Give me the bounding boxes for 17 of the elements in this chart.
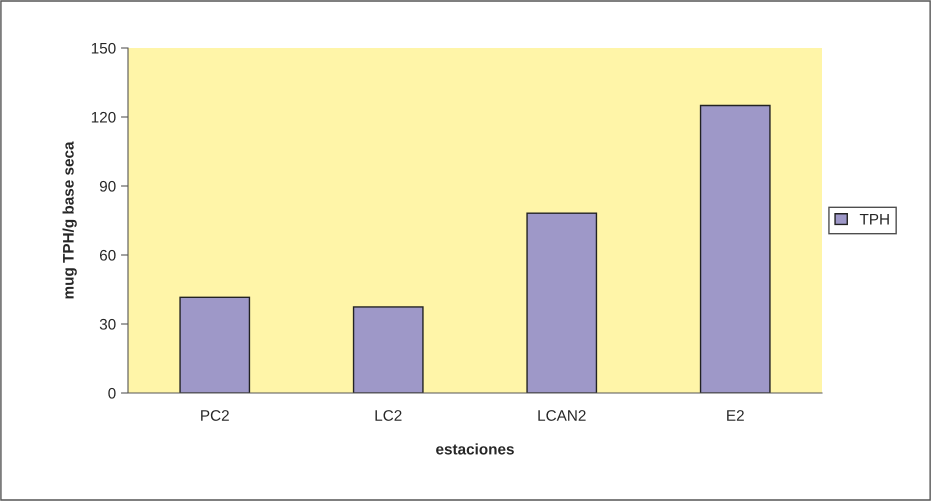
bar	[526, 212, 598, 393]
x-tick-label: LCAN2	[538, 410, 586, 421]
x-tick-label: PC2	[201, 410, 229, 421]
x-axis-title: estaciones	[436, 443, 514, 455]
x-tick-label: E2	[727, 410, 744, 421]
bar	[352, 306, 424, 393]
bar	[700, 104, 771, 393]
y-tick-label: 150	[92, 42, 116, 54]
legend-label: TPH	[860, 214, 889, 224]
y-tick-label: 30	[100, 318, 116, 330]
bar	[179, 296, 250, 393]
y-tick-label: 0	[108, 388, 116, 399]
y-tick-label: 60	[100, 250, 116, 261]
y-axis-title: mug TPH/g base seca	[62, 141, 77, 298]
y-tick-label: 90	[100, 180, 116, 192]
x-tick-label: LC2	[375, 410, 402, 421]
y-tick-label: 120	[92, 112, 116, 123]
